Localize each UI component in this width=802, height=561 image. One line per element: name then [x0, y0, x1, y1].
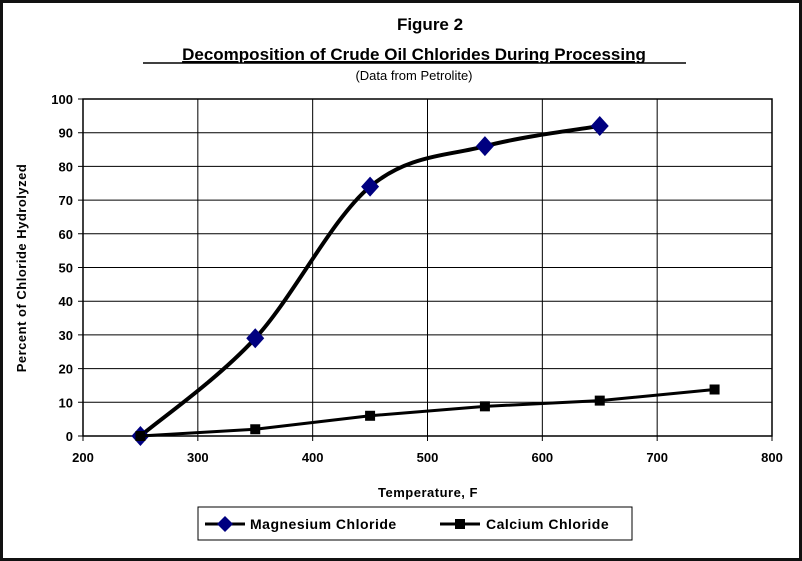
- x-tick-label: 800: [761, 450, 783, 465]
- data-point-square: [594, 395, 605, 406]
- y-tick-label: 90: [59, 126, 73, 141]
- chart-subtitle: Decomposition of Crude Oil Chlorides Dur…: [182, 45, 646, 64]
- x-tick-label: 500: [417, 450, 439, 465]
- x-tick-label: 400: [302, 450, 324, 465]
- y-tick-label: 50: [59, 261, 73, 276]
- legend-label-magnesium: Magnesium Chloride: [250, 516, 397, 532]
- y-axis-label: Percent of Chloride Hydrolyzed: [14, 164, 29, 373]
- y-tick-label: 40: [59, 294, 73, 309]
- x-tick-label: 600: [531, 450, 553, 465]
- chart-title: Figure 2: [397, 15, 463, 34]
- y-tick-label: 70: [59, 193, 73, 208]
- x-tick-label: 700: [646, 450, 668, 465]
- chart-note: (Data from Petrolite): [355, 68, 472, 83]
- series: [131, 115, 720, 446]
- x-tick-label: 300: [187, 450, 209, 465]
- series-line-magnesium-chloride: [139, 123, 601, 438]
- legend-box: [197, 506, 633, 541]
- data-point-square: [709, 384, 720, 395]
- plot-border: [82, 98, 773, 437]
- data-point-diamond: [475, 136, 494, 157]
- tick-labels: 0 10 20 30 40 50 60 70 80 90 100 200 300 400 500 600 700…: [51, 92, 783, 465]
- legend-diamond-icon: [217, 516, 233, 532]
- series-line-calcium-chloride: [140, 388, 715, 438]
- data-point-diamond: [246, 328, 265, 349]
- x-tick-label: 200: [72, 450, 94, 465]
- y-tick-label: 60: [59, 227, 73, 242]
- x-axis-label: Temperature, F: [378, 485, 478, 500]
- data-point-diamond: [361, 176, 380, 197]
- y-tick-label: 10: [59, 395, 73, 410]
- grid: [78, 98, 773, 441]
- y-tick-label: 0: [66, 429, 73, 444]
- legend-label-calcium: Calcium Chloride: [486, 516, 609, 532]
- data-point-square: [135, 431, 146, 441]
- data-point-diamond: [590, 115, 609, 136]
- legend-square-icon: [455, 519, 465, 529]
- legend: Magnesium Chloride Calcium Chloride: [197, 506, 633, 541]
- data-point-square: [250, 424, 261, 435]
- data-point-square: [479, 401, 490, 412]
- y-tick-label: 80: [59, 159, 73, 174]
- y-tick-label: 100: [51, 92, 73, 107]
- data-point-square: [365, 410, 376, 421]
- y-tick-label: 20: [59, 362, 73, 377]
- y-tick-label: 30: [59, 328, 73, 343]
